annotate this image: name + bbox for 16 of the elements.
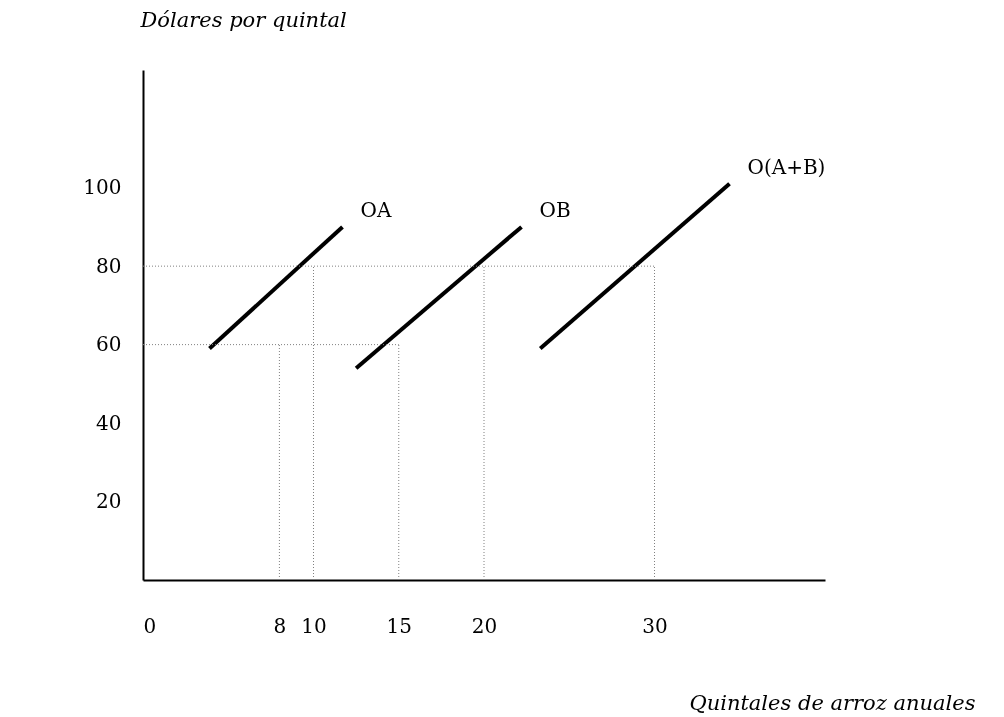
y-tick-label: 20	[96, 489, 122, 514]
y-axis-title: Dólares por quintal	[139, 7, 347, 32]
x-tick-label: 8	[273, 613, 287, 638]
series-label: OB	[539, 197, 571, 222]
x-axis-title: Quintales de arroz anuales	[689, 690, 976, 715]
x-tick-label: 0	[143, 613, 157, 638]
y-tick-label: 60	[96, 332, 122, 357]
y-tick-label: 100	[83, 175, 122, 200]
series-label: OA	[360, 197, 392, 222]
x-tick-label: 10	[301, 613, 327, 638]
x-tick-label: 15	[386, 613, 412, 638]
y-tick-label: 80	[96, 253, 122, 278]
series-label: O(A+B)	[747, 154, 826, 179]
x-tick-label: 20	[471, 613, 498, 638]
y-tick-label: 40	[96, 410, 122, 435]
x-tick-label: 30	[642, 613, 668, 638]
